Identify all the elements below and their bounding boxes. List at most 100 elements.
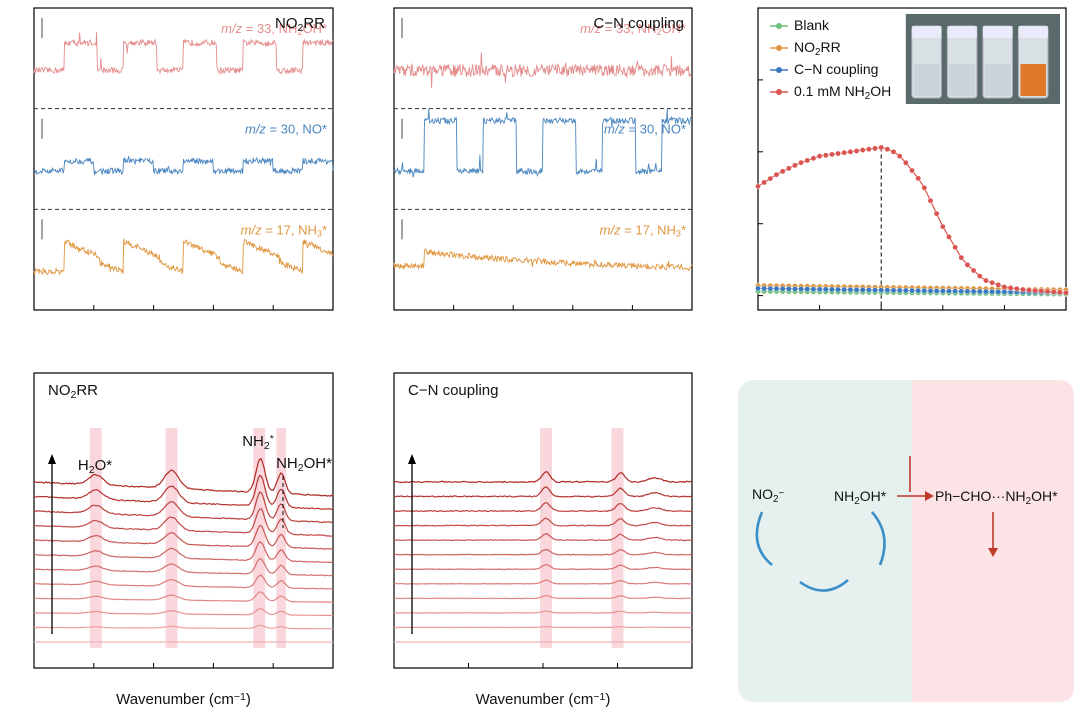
plot-frame <box>393 7 693 311</box>
legend-marker <box>776 89 782 95</box>
data-point <box>1032 287 1038 294</box>
data-point <box>995 288 1002 295</box>
data-point <box>927 197 934 204</box>
data-point <box>761 179 767 186</box>
data-point <box>859 287 866 293</box>
series-trace <box>393 108 693 178</box>
data-point <box>798 286 804 292</box>
band-highlight <box>540 428 552 648</box>
data-point <box>884 287 891 294</box>
spectrum-curve <box>393 533 692 542</box>
series-trace <box>33 238 334 276</box>
spectrum-curve <box>33 574 334 590</box>
vial-cap <box>947 26 977 38</box>
series-trace <box>393 52 693 89</box>
data-point <box>915 175 921 182</box>
plot-frame <box>33 7 334 311</box>
spectrum-curve <box>394 486 693 498</box>
data-point <box>792 286 798 292</box>
data-point <box>786 165 792 172</box>
data-point <box>810 155 817 162</box>
data-point <box>989 279 995 286</box>
data-point <box>896 287 903 294</box>
data-point <box>829 151 835 158</box>
data-point <box>755 183 761 190</box>
scheme-arc <box>755 511 773 566</box>
data-point <box>976 288 983 295</box>
series-label: m/z = 30, NO* <box>245 122 327 137</box>
data-point <box>1026 287 1032 293</box>
data-point <box>970 288 977 295</box>
vial-liquid <box>1020 64 1046 96</box>
spectrum-curve <box>394 610 692 614</box>
time-arrow-head <box>408 454 416 464</box>
data-point <box>798 159 804 166</box>
data-point <box>866 287 872 293</box>
scheme-arc <box>799 579 849 592</box>
plot-frame <box>757 7 1067 311</box>
series-trace <box>393 248 693 271</box>
series-label: m/z = 30, NO* <box>604 122 686 137</box>
data-point <box>761 285 767 292</box>
data-point <box>964 262 971 268</box>
scheme-nh2oh: NH2OH* <box>834 488 887 507</box>
vial-liquid <box>984 64 1011 96</box>
spectrum-curve <box>33 558 334 577</box>
data-point <box>773 285 780 292</box>
data-point <box>1063 289 1069 296</box>
data-point <box>896 153 903 159</box>
spectrum-curve <box>34 591 334 603</box>
data-point <box>989 288 995 295</box>
data-point <box>835 286 841 293</box>
data-point <box>1007 285 1014 291</box>
data-point <box>1001 289 1008 295</box>
data-point <box>773 171 780 178</box>
data-point <box>940 288 946 294</box>
band-label: NH2OH* <box>276 455 332 474</box>
data-point <box>933 210 940 217</box>
data-point <box>878 287 885 293</box>
data-point <box>946 288 952 294</box>
data-point <box>970 267 977 274</box>
data-point <box>890 287 897 294</box>
vial-liquid <box>913 64 940 96</box>
x-axis-label: Wavenumber (cm−1) <box>476 691 611 708</box>
band-highlight <box>165 428 178 648</box>
band-label: NH2* <box>242 433 274 452</box>
panel-a: m/z = 33, NH2OH* m/z = 30, NO* m/z = 17, N… <box>33 7 334 311</box>
data-point <box>816 153 823 159</box>
scheme-arrowhead <box>925 491 934 501</box>
data-point <box>859 147 866 153</box>
data-point <box>958 288 965 295</box>
panel-title: NO2RR <box>48 382 98 401</box>
time-arrow-head <box>48 454 56 464</box>
series-trace <box>33 155 334 176</box>
spectrum-curve <box>33 474 334 511</box>
data-point <box>952 288 958 294</box>
vial-liquid <box>949 64 975 96</box>
spectrum-curve <box>33 541 334 564</box>
data-point <box>878 144 885 151</box>
data-point <box>755 285 761 292</box>
series-label: m/z = 17, NH3* <box>241 222 327 238</box>
scheme-intermediate: Ph−CHO···NH2OH* <box>935 488 1058 507</box>
series-label: m/z = 33, NH2OH* <box>580 21 686 37</box>
spectrum-curve <box>33 524 334 550</box>
data-point <box>983 288 989 295</box>
vial-cap <box>911 26 942 38</box>
data-point <box>792 162 798 169</box>
data-point <box>946 234 952 240</box>
panel-title: C−N coupling <box>408 382 498 399</box>
band-highlight <box>276 428 286 648</box>
panel-e: Wavenumber (cm−1) C−N coupling <box>393 372 693 708</box>
data-point <box>767 285 774 292</box>
data-point <box>964 288 971 295</box>
data-point <box>903 159 909 166</box>
spectrum-curve <box>393 579 692 585</box>
x-axis-label: Wavenumber (cm−1) <box>116 691 251 708</box>
legend-label: Blank <box>794 17 830 33</box>
spectrum-curve <box>394 564 693 571</box>
data-point <box>1020 286 1026 293</box>
data-point <box>909 287 915 294</box>
